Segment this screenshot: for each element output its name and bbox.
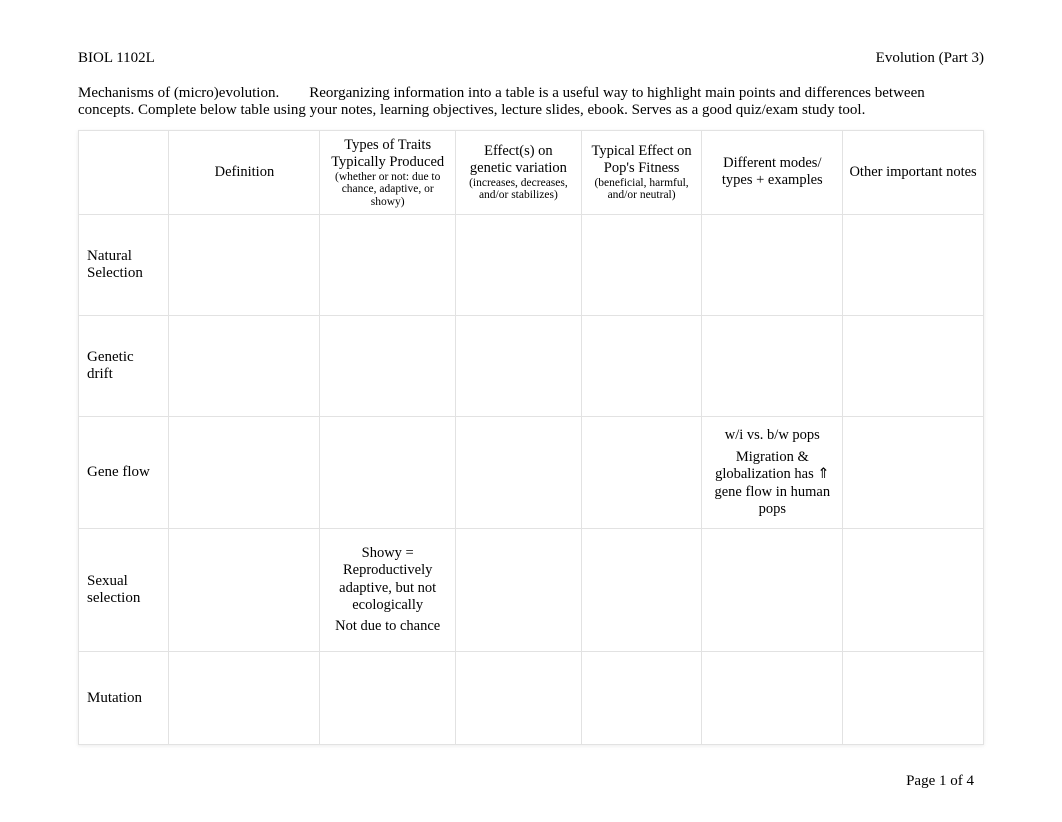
cell xyxy=(843,215,984,316)
page-header: BIOL 1102L Evolution (Part 3) xyxy=(78,50,984,67)
col-header-traits: Types of Traits Typically Produced (whet… xyxy=(320,130,456,215)
header-right: Evolution (Part 3) xyxy=(876,50,984,67)
cell xyxy=(702,215,843,316)
col-title: Types of Traits Typically Produced xyxy=(331,137,444,170)
page-number: Page 1 of 4 xyxy=(78,773,984,790)
table-row: Gene flow w/i vs. b/w popsMigration & gl… xyxy=(79,417,984,529)
col-subtitle: (whether or not: due to chance, adaptive… xyxy=(326,171,449,209)
cell xyxy=(456,417,582,529)
cell xyxy=(581,316,702,417)
header-left: BIOL 1102L xyxy=(78,50,155,67)
cell xyxy=(320,417,456,529)
cell xyxy=(581,417,702,529)
cell xyxy=(702,652,843,745)
row-label: Gene flow xyxy=(79,417,169,529)
col-header-genetic-variation: Effect(s) on genetic variation (increase… xyxy=(456,130,582,215)
cell xyxy=(169,215,320,316)
cell xyxy=(581,215,702,316)
cell: w/i vs. b/w popsMigration & globalizatio… xyxy=(702,417,843,529)
table-row: Genetic drift xyxy=(79,316,984,417)
cell xyxy=(456,652,582,745)
cell: Showy = Reproductively adaptive, but not… xyxy=(320,529,456,652)
col-subtitle: (increases, decreases, and/or stabilizes… xyxy=(462,177,575,202)
cell xyxy=(456,529,582,652)
table-row: Natural Selection xyxy=(79,215,984,316)
cell xyxy=(702,529,843,652)
table-row: Sexual selection Showy = Reproductively … xyxy=(79,529,984,652)
cell xyxy=(581,529,702,652)
cell xyxy=(843,417,984,529)
col-header-notes: Other important notes xyxy=(843,130,984,215)
cell xyxy=(320,316,456,417)
page: BIOL 1102L Evolution (Part 3) Mechanisms… xyxy=(0,0,1062,810)
cell xyxy=(843,529,984,652)
cell xyxy=(702,316,843,417)
cell xyxy=(320,215,456,316)
cell xyxy=(169,529,320,652)
cell xyxy=(843,316,984,417)
col-title: Different modes/ types + examples xyxy=(722,155,823,188)
col-header-modes: Different modes/ types + examples xyxy=(702,130,843,215)
cell xyxy=(169,652,320,745)
intro-text: Mechanisms of (micro)evolution. Reorgani… xyxy=(78,85,984,120)
table-row: Mutation xyxy=(79,652,984,745)
col-header-definition: Definition xyxy=(169,130,320,215)
row-label: Sexual selection xyxy=(79,529,169,652)
col-header-fitness: Typical Effect on Pop's Fitness (benefic… xyxy=(581,130,702,215)
evolution-mechanisms-table: Definition Types of Traits Typically Pro… xyxy=(78,130,984,746)
col-subtitle: (beneficial, harmful, and/or neutral) xyxy=(588,177,696,202)
col-title: Typical Effect on Pop's Fitness xyxy=(591,143,691,176)
table-header-row: Definition Types of Traits Typically Pro… xyxy=(79,130,984,215)
cell xyxy=(320,652,456,745)
cell xyxy=(169,417,320,529)
cell xyxy=(169,316,320,417)
cell xyxy=(843,652,984,745)
col-title: Effect(s) on genetic variation xyxy=(470,143,567,176)
row-label: Mutation xyxy=(79,652,169,745)
cell xyxy=(581,652,702,745)
row-label: Natural Selection xyxy=(79,215,169,316)
table-body: Natural Selection Genetic drift Gene flo… xyxy=(79,215,984,745)
col-header-blank xyxy=(79,130,169,215)
cell xyxy=(456,215,582,316)
row-label: Genetic drift xyxy=(79,316,169,417)
col-title: Definition xyxy=(215,164,275,180)
col-title: Other important notes xyxy=(849,164,976,180)
cell xyxy=(456,316,582,417)
